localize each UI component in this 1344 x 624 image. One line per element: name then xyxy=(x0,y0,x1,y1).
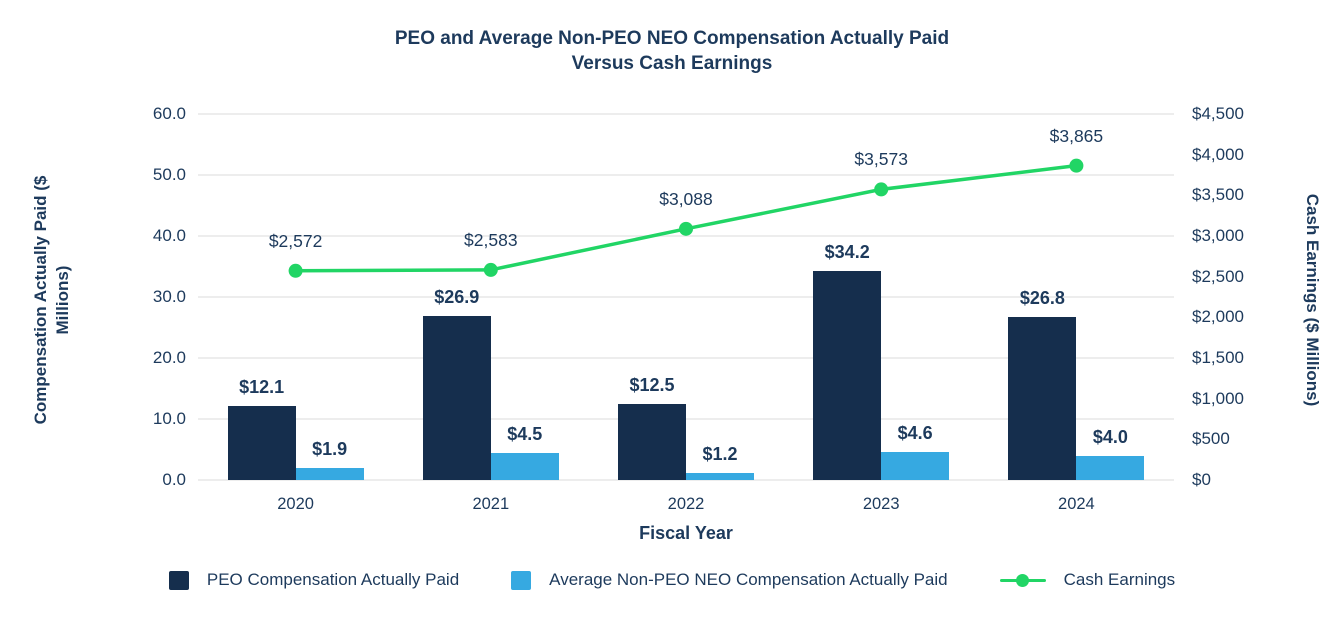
right-axis-tick: $2,000 xyxy=(1192,307,1244,327)
bar-value-label: $4.0 xyxy=(1092,426,1128,447)
line-marker xyxy=(288,263,303,278)
left-axis-tick: 10.0 xyxy=(152,409,186,428)
bar-value-label: $4.6 xyxy=(897,422,933,443)
bar-value-label: $34.2 xyxy=(824,242,870,263)
line-value-label: $3,088 xyxy=(659,188,713,209)
bar-peo xyxy=(618,403,686,480)
gridline xyxy=(198,296,1174,298)
x-axis-tick: 2022 xyxy=(667,495,705,513)
left-axis-tick: 0.0 xyxy=(162,470,186,489)
right-axis-tick: $0 xyxy=(1192,470,1211,489)
x-axis-title: Fiscal Year xyxy=(639,523,733,543)
right-axis-tick: $3,500 xyxy=(1192,185,1244,205)
line-marker xyxy=(1069,158,1084,173)
right-axis-tick: $1,000 xyxy=(1192,388,1244,408)
right-axis-tick: $4,500 xyxy=(1192,104,1244,123)
bar-peo xyxy=(227,406,296,480)
x-axis-tick: 2024 xyxy=(1058,495,1095,513)
x-axis-tick: 2020 xyxy=(277,495,314,513)
right-axis-tick: $500 xyxy=(1192,429,1230,449)
right-axis-tick: $1,500 xyxy=(1192,348,1244,367)
bar-neo xyxy=(1076,455,1145,480)
bar-neo xyxy=(295,468,364,480)
left-axis-tick: 40.0 xyxy=(152,226,186,245)
line-marker xyxy=(874,182,889,197)
left-axis-tick: 50.0 xyxy=(152,165,186,184)
gridline xyxy=(198,479,1174,481)
bar-value-label: $1.9 xyxy=(312,439,348,460)
bar-peo xyxy=(813,271,882,480)
legend-item: PEO Compensation Actually Paid xyxy=(168,570,460,590)
right-axis-tick: $2,500 xyxy=(1192,266,1244,286)
line-path xyxy=(295,163,1077,273)
bar-value-label: $26.9 xyxy=(434,286,480,307)
legend-label: PEO Compensation Actually Paid xyxy=(206,570,460,589)
line-value-label: $3,865 xyxy=(1049,125,1104,146)
chart-title-line2: Versus Cash Earnings xyxy=(571,53,773,74)
bar-value-label: $4.5 xyxy=(507,423,543,444)
right-axis-tick: $4,000 xyxy=(1192,144,1244,164)
left-axis-tick: 60.0 xyxy=(152,104,186,123)
x-axis-tick: 2023 xyxy=(862,495,900,513)
bar-neo xyxy=(881,451,950,480)
legend-item: Cash Earnings xyxy=(999,570,1176,590)
left-axis-tick: 20.0 xyxy=(152,348,186,367)
line-marker xyxy=(483,262,498,277)
bar-value-label: $12.1 xyxy=(239,377,285,398)
bar-neo xyxy=(686,472,754,480)
right-axis-tick: $3,000 xyxy=(1192,226,1244,245)
line-value-label: $2,572 xyxy=(268,230,323,251)
gridline xyxy=(198,174,1174,176)
bar-peo xyxy=(1008,316,1077,480)
legend: PEO Compensation Actually Paid Average No… xyxy=(0,564,1344,596)
bar-value-label: $12.5 xyxy=(629,374,675,395)
gridline xyxy=(198,357,1174,359)
legend-label: Average Non-PEO NEO Compensation Actuall… xyxy=(549,570,948,589)
legend-label: Cash Earnings xyxy=(1063,570,1176,589)
legend-square-icon xyxy=(168,570,189,590)
legend-line-marker-icon xyxy=(999,573,1046,587)
bar-neo xyxy=(490,452,559,480)
chart-title: PEO and Average Non-PEO NEO Compensation… xyxy=(0,26,1344,76)
bar-value-label: $26.8 xyxy=(1019,287,1065,308)
chart-title-line1: PEO and Average Non-PEO NEO Compensation… xyxy=(394,28,950,49)
legend-item: Average Non-PEO NEO Compensation Actuall… xyxy=(511,570,948,590)
line-marker xyxy=(679,221,693,236)
legend-dot-icon xyxy=(1016,573,1030,587)
gridline xyxy=(198,418,1174,420)
line-value-label: $3,573 xyxy=(854,149,908,170)
bar-value-label: $1.2 xyxy=(702,443,738,464)
gridline xyxy=(198,113,1174,115)
line-value-label: $2,583 xyxy=(464,229,518,250)
bar-peo xyxy=(422,315,491,480)
gridline xyxy=(198,235,1174,237)
left-axis-tick: 30.0 xyxy=(152,287,186,306)
x-axis-tick: 2021 xyxy=(472,495,510,513)
legend-square-icon xyxy=(511,570,532,590)
